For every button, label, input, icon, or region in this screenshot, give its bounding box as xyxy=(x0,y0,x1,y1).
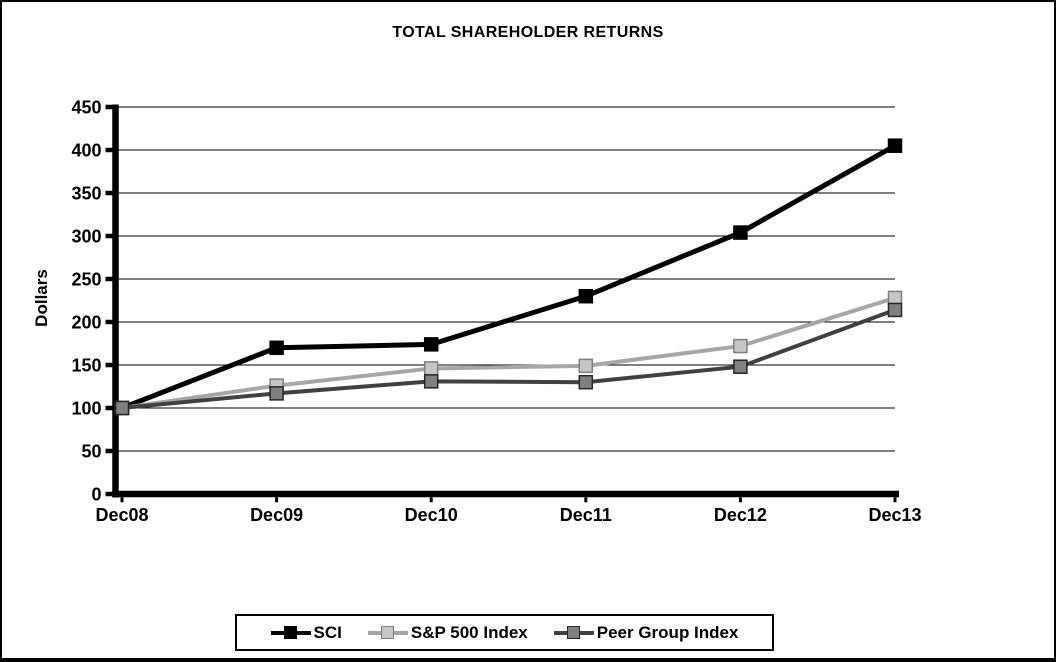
data-point-marker-1 xyxy=(733,338,748,354)
y-axis-line xyxy=(112,104,119,498)
y-axis-tick xyxy=(105,147,113,153)
sci-series-marker-icon xyxy=(270,626,311,639)
data-point-marker-2 xyxy=(733,359,748,374)
x-tick-label: Dec13 xyxy=(868,505,921,525)
series-line-1 xyxy=(121,296,896,410)
peer-group-series-marker-icon xyxy=(553,626,594,639)
data-point-marker-2 xyxy=(423,374,439,389)
legend-item-sci: SCI xyxy=(270,622,342,643)
sp500-series-marker-icon xyxy=(367,626,408,639)
y-axis-tick xyxy=(105,491,113,497)
x-tick-label: Dec08 xyxy=(95,505,148,525)
x-tick-label: Dec11 xyxy=(560,505,612,525)
y-tick-label: 150 xyxy=(71,356,101,376)
y-tick-label: 0 xyxy=(91,485,101,505)
series-line-0 xyxy=(121,143,897,411)
x-axis-tick xyxy=(429,497,433,503)
legend-square-icon xyxy=(381,626,395,639)
x-tick-label: Dec10 xyxy=(405,505,458,525)
y-axis-tick xyxy=(105,448,113,454)
y-axis-tick xyxy=(105,319,113,325)
y-axis-tick xyxy=(105,405,113,411)
x-axis-tick xyxy=(120,497,124,503)
y-tick-label: 350 xyxy=(71,184,101,204)
legend: SCI S&P 500 Index Peer Group Index xyxy=(235,614,774,651)
y-tick-label: 100 xyxy=(71,399,101,419)
legend-item-sp500: S&P 500 Index xyxy=(367,622,528,643)
data-point-marker-2 xyxy=(269,386,284,401)
x-axis-tick xyxy=(893,497,897,503)
y-tick-label: 50 xyxy=(81,442,101,462)
legend-label-peer-group: Peer Group Index xyxy=(596,622,739,642)
data-point-marker-2 xyxy=(114,400,130,416)
y-tick-label: 250 xyxy=(71,270,101,290)
x-tick-label: Dec09 xyxy=(250,505,303,525)
x-axis-tick xyxy=(584,497,588,503)
series-line-2 xyxy=(121,308,896,410)
chart-title: TOTAL SHAREHOLDER RETURNS xyxy=(392,24,664,41)
data-point-marker-1 xyxy=(578,358,594,374)
legend-square-icon xyxy=(567,626,581,639)
data-point-marker-0 xyxy=(887,138,903,153)
y-tick-label: 300 xyxy=(71,227,101,247)
x-axis-tick xyxy=(738,497,742,503)
x-axis-tick xyxy=(275,497,279,503)
x-axis-line xyxy=(112,490,899,498)
legend-label-sp500: S&P 500 Index xyxy=(410,622,528,642)
legend-item-peer-group: Peer Group Index xyxy=(553,622,739,643)
data-point-marker-1 xyxy=(887,290,903,306)
y-axis-tick xyxy=(105,104,113,110)
legend-square-icon xyxy=(284,626,298,639)
data-point-marker-2 xyxy=(578,374,594,390)
legend-label-sci: SCI xyxy=(313,622,342,642)
data-point-marker-0 xyxy=(733,225,748,240)
y-axis-tick xyxy=(105,190,113,196)
x-tick-label: Dec12 xyxy=(714,505,767,525)
data-point-marker-1 xyxy=(423,361,439,376)
data-point-marker-2 xyxy=(887,302,903,318)
data-point-marker-0 xyxy=(269,340,284,356)
y-axis-tick xyxy=(105,233,113,239)
y-axis-tick xyxy=(105,362,113,368)
data-point-marker-0 xyxy=(578,288,594,304)
y-tick-label: 450 xyxy=(71,98,101,118)
y-tick-label: 200 xyxy=(71,313,101,333)
data-point-marker-0 xyxy=(423,337,439,352)
y-tick-label: 400 xyxy=(71,141,101,161)
y-axis-tick xyxy=(105,276,113,282)
